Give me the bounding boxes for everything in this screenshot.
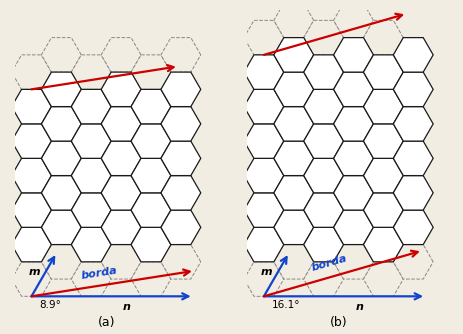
Polygon shape	[334, 210, 374, 244]
Polygon shape	[161, 107, 201, 141]
Polygon shape	[131, 227, 171, 262]
Polygon shape	[394, 244, 433, 279]
Polygon shape	[304, 158, 344, 193]
Polygon shape	[12, 124, 51, 158]
Polygon shape	[244, 55, 284, 90]
Polygon shape	[244, 193, 284, 227]
Polygon shape	[71, 158, 111, 193]
Polygon shape	[363, 55, 403, 90]
Polygon shape	[161, 176, 201, 210]
Polygon shape	[71, 193, 111, 227]
Polygon shape	[131, 158, 171, 193]
Polygon shape	[274, 210, 313, 244]
Polygon shape	[101, 210, 141, 244]
Polygon shape	[304, 20, 344, 55]
Polygon shape	[363, 158, 403, 193]
Polygon shape	[304, 124, 344, 158]
Text: m: m	[261, 268, 273, 278]
Polygon shape	[71, 90, 111, 124]
Polygon shape	[304, 227, 344, 262]
Polygon shape	[101, 244, 141, 279]
Polygon shape	[363, 193, 403, 227]
Polygon shape	[101, 141, 141, 176]
Polygon shape	[244, 227, 284, 262]
Polygon shape	[304, 90, 344, 124]
Polygon shape	[244, 90, 284, 124]
Polygon shape	[363, 90, 403, 124]
Polygon shape	[394, 38, 433, 72]
Polygon shape	[394, 210, 433, 244]
Text: 8.9°: 8.9°	[39, 300, 61, 310]
Polygon shape	[274, 107, 313, 141]
Polygon shape	[12, 158, 51, 193]
Polygon shape	[131, 124, 171, 158]
Polygon shape	[363, 20, 403, 55]
Text: borda: borda	[80, 266, 118, 281]
Polygon shape	[12, 90, 51, 124]
Polygon shape	[42, 176, 81, 210]
Text: borda: borda	[311, 253, 349, 273]
Polygon shape	[71, 227, 111, 262]
Polygon shape	[394, 141, 433, 176]
Polygon shape	[101, 38, 141, 72]
Polygon shape	[42, 38, 81, 72]
Polygon shape	[334, 38, 374, 72]
Polygon shape	[101, 176, 141, 210]
Polygon shape	[334, 107, 374, 141]
Polygon shape	[161, 72, 201, 107]
Polygon shape	[161, 244, 201, 279]
Polygon shape	[244, 20, 284, 55]
Polygon shape	[334, 176, 374, 210]
Polygon shape	[101, 72, 141, 107]
Polygon shape	[131, 55, 171, 90]
Polygon shape	[363, 262, 403, 296]
Polygon shape	[304, 193, 344, 227]
Polygon shape	[274, 3, 313, 38]
Text: m: m	[29, 268, 40, 278]
Text: (a): (a)	[97, 316, 115, 329]
Polygon shape	[274, 38, 313, 72]
Polygon shape	[12, 262, 51, 296]
Polygon shape	[161, 141, 201, 176]
Polygon shape	[334, 141, 374, 176]
Polygon shape	[394, 72, 433, 107]
Polygon shape	[161, 38, 201, 72]
Polygon shape	[363, 124, 403, 158]
Polygon shape	[244, 158, 284, 193]
Polygon shape	[394, 176, 433, 210]
Polygon shape	[12, 55, 51, 90]
Polygon shape	[304, 55, 344, 90]
Polygon shape	[12, 227, 51, 262]
Text: (b): (b)	[330, 316, 347, 329]
Polygon shape	[42, 72, 81, 107]
Polygon shape	[334, 3, 374, 38]
Polygon shape	[71, 124, 111, 158]
Polygon shape	[131, 262, 171, 296]
Polygon shape	[42, 244, 81, 279]
Polygon shape	[131, 193, 171, 227]
Polygon shape	[274, 72, 313, 107]
Polygon shape	[274, 244, 313, 279]
Polygon shape	[42, 141, 81, 176]
Polygon shape	[161, 210, 201, 244]
Text: 16.1°: 16.1°	[272, 300, 300, 310]
Polygon shape	[71, 55, 111, 90]
Polygon shape	[394, 107, 433, 141]
Polygon shape	[274, 176, 313, 210]
Polygon shape	[71, 262, 111, 296]
Polygon shape	[334, 244, 374, 279]
Text: n: n	[123, 302, 131, 312]
Polygon shape	[131, 90, 171, 124]
Polygon shape	[244, 262, 284, 296]
Polygon shape	[304, 262, 344, 296]
Text: n: n	[356, 302, 363, 312]
Polygon shape	[101, 107, 141, 141]
Polygon shape	[42, 107, 81, 141]
Polygon shape	[363, 227, 403, 262]
Polygon shape	[244, 124, 284, 158]
Polygon shape	[274, 141, 313, 176]
Polygon shape	[334, 72, 374, 107]
Polygon shape	[42, 210, 81, 244]
Polygon shape	[12, 193, 51, 227]
